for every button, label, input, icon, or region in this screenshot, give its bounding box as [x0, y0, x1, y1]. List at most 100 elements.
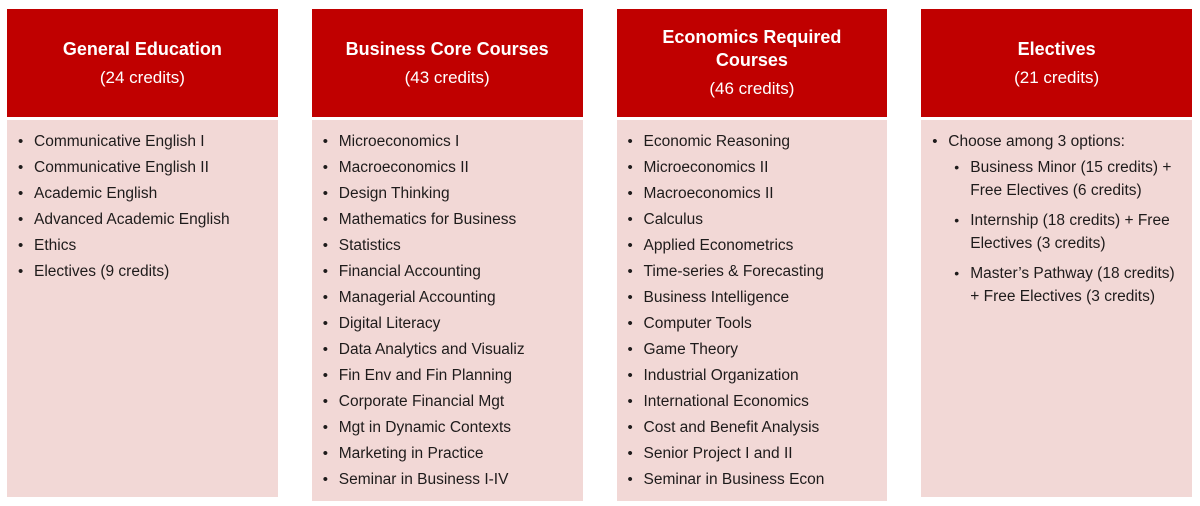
course-item: • Economic Reasoning [627, 129, 882, 155]
course-label: Statistics [338, 237, 401, 254]
bullet-icon: • [627, 289, 633, 306]
course-label: Industrial Organization [643, 367, 799, 384]
course-item: • International Economics [627, 389, 882, 415]
column-title: General Education [62, 38, 222, 59]
course-item: • Seminar in Business I-IV [322, 467, 577, 493]
course-label: Cost and Benefit Analysis [643, 419, 820, 436]
course-label: Choose among 3 options: [948, 133, 1125, 150]
course-label: Fin Env and Fin Planning [338, 367, 512, 384]
column-body: • Microeconomics I • Macroeconomics II • Desi… [311, 120, 583, 501]
course-label: Applied Econometrics [643, 237, 794, 254]
course-label: Business Minor (15 credits) + Free Elect… [970, 159, 1172, 199]
course-item: • Electives (9 credits) [17, 259, 272, 285]
course-item: • Game Theory [627, 337, 882, 363]
column-credits: (43 credits) [404, 67, 490, 87]
column-header: General Education (24 credits) [7, 9, 278, 117]
bullet-icon: • [627, 393, 633, 410]
course-item: • Mathematics for Business [322, 207, 577, 233]
course-item: • Financial Accounting [322, 259, 577, 285]
course-label: Digital Literacy [338, 315, 441, 332]
bullet-icon: • [322, 367, 329, 384]
course-label: Microeconomics I [338, 133, 460, 150]
bullet-icon: • [322, 419, 329, 436]
bullet-icon: • [18, 159, 24, 176]
column-body: • Choose among 3 options: • Business Minor … [921, 120, 1192, 497]
course-item: • Ethics [17, 233, 272, 259]
course-list: • Communicative English I • Communicative E… [17, 129, 272, 285]
bullet-icon: • [954, 265, 960, 281]
bullet-icon: • [954, 159, 960, 175]
column-credits: (21 credits) [1014, 67, 1100, 87]
course-item: • Time-series & Forecasting [627, 259, 882, 285]
course-item: • Applied Econometrics [627, 233, 882, 259]
course-list: • Economic Reasoning • Microeconomics II • Ma… [627, 129, 882, 493]
bullet-icon: • [322, 133, 329, 150]
bullet-icon: • [18, 133, 24, 150]
bullet-icon: • [322, 393, 329, 410]
column-credits: (46 credits) [709, 79, 795, 99]
column-general-education: General Education (24 credits) • Communic… [7, 9, 278, 497]
course-item: • Business Intelligence [627, 285, 882, 311]
course-item: • Microeconomics I [322, 129, 577, 155]
bullet-icon: • [627, 315, 633, 332]
course-label: Economic Reasoning [643, 133, 790, 150]
elective-options-list: • Business Minor (15 credits) + Free Elec… [954, 156, 1186, 308]
course-item: • Senior Project I and II [627, 441, 882, 467]
course-item: • Statistics [322, 233, 577, 259]
course-label: Macroeconomics II [338, 159, 469, 176]
course-item: • Calculus [627, 207, 882, 233]
course-item: • Mgt in Dynamic Contexts [322, 415, 577, 441]
column-header: Business Core Courses (43 credits) [311, 9, 583, 117]
column-body: • Communicative English I • Communicative E… [7, 120, 278, 497]
course-item: • Seminar in Business Econ [627, 467, 882, 493]
course-item: • Advanced Academic English [17, 207, 272, 233]
course-item: • Fin Env and Fin Planning [322, 363, 577, 389]
course-item: • Digital Literacy [322, 311, 577, 337]
column-title: Economics Required Courses [662, 27, 842, 71]
course-item: • Communicative English I [17, 129, 272, 155]
course-label: Macroeconomics II [643, 185, 774, 202]
course-label: Communicative English II [34, 159, 209, 176]
course-item: • Microeconomics II [627, 155, 882, 181]
course-label: Design Thinking [338, 185, 450, 202]
course-label: Communicative English I [34, 133, 205, 150]
course-label: Master’s Pathway (18 credits) + Free Ele… [970, 265, 1175, 305]
bullet-icon: • [627, 159, 633, 176]
course-label: Seminar in Business I-IV [338, 471, 509, 488]
bullet-icon: • [322, 211, 329, 228]
bullet-icon: • [627, 445, 633, 462]
course-list: • Choose among 3 options: • Business Minor … [931, 129, 1186, 308]
bullet-icon: • [627, 133, 633, 150]
bullet-icon: • [18, 263, 24, 280]
bullet-icon: • [322, 315, 329, 332]
bullet-icon: • [322, 185, 329, 202]
course-label: Business Intelligence [643, 289, 790, 306]
course-label: International Economics [643, 393, 809, 410]
bullet-icon: • [322, 341, 329, 358]
bullet-icon: • [627, 341, 633, 358]
bullet-icon: • [627, 471, 633, 488]
bullet-icon: • [322, 289, 329, 306]
bullet-icon: • [18, 211, 24, 228]
bullet-icon: • [627, 185, 633, 202]
bullet-icon: • [932, 133, 938, 150]
course-item: • Macroeconomics II [322, 155, 577, 181]
course-list: • Microeconomics I • Macroeconomics II • Desi… [322, 129, 577, 493]
bullet-icon: • [322, 471, 329, 488]
course-label: Seminar in Business Econ [643, 471, 825, 488]
bullet-icon: • [18, 237, 24, 254]
column-economics-required-courses: Economics Required Courses (46 credits) … [616, 9, 888, 501]
course-label: Managerial Accounting [338, 289, 496, 306]
course-item: • Marketing in Practice [322, 441, 577, 467]
course-label: Ethics [34, 237, 77, 254]
course-item: • Managerial Accounting [322, 285, 577, 311]
course-label: Mgt in Dynamic Contexts [338, 419, 512, 436]
course-item: • Macroeconomics II [627, 181, 882, 207]
course-label: Senior Project I and II [643, 445, 793, 462]
course-label: Corporate Financial Mgt [338, 393, 505, 410]
course-label: Advanced Academic English [34, 211, 230, 228]
course-label: Academic English [34, 185, 158, 202]
bullet-icon: • [954, 212, 960, 228]
bullet-icon: • [627, 237, 633, 254]
